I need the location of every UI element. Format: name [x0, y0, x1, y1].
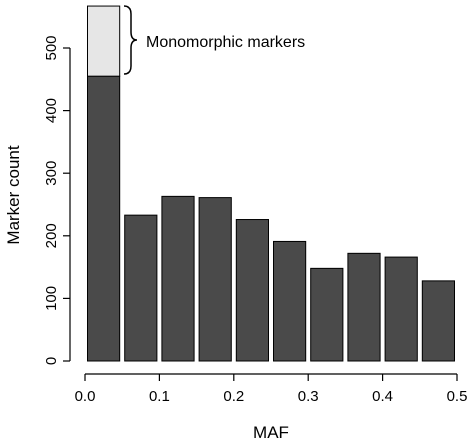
y-tick-label: 300 — [43, 161, 60, 186]
y-tick-label: 500 — [43, 35, 60, 60]
x-tick-label: 0.0 — [75, 388, 96, 405]
bars-group — [87, 5, 455, 362]
x-tick-label: 0.4 — [372, 388, 393, 405]
x-tick-label: 0.2 — [223, 388, 244, 405]
x-tick-label: 0.5 — [447, 388, 468, 405]
annotation-brace — [123, 5, 138, 75]
bar-1 — [87, 75, 121, 362]
bar-2 — [124, 214, 158, 362]
bar-10 — [421, 280, 455, 362]
y-axis-title: Marker count — [4, 145, 23, 244]
bar-7 — [310, 267, 344, 362]
y-tick-label: 400 — [43, 98, 60, 123]
bar-3 — [161, 195, 195, 362]
y-tick-label: 100 — [43, 286, 60, 311]
bar-8 — [347, 252, 381, 362]
y-tick-label: 0 — [43, 357, 60, 365]
x-axis: 0.0 0.1 0.2 0.3 0.4 0.5 — [75, 373, 468, 405]
bar-9 — [384, 256, 418, 362]
bar-5 — [235, 219, 270, 362]
x-tick-label: 0.1 — [149, 388, 170, 405]
x-tick-label: 0.3 — [298, 388, 319, 405]
x-axis-title: MAF — [253, 423, 289, 442]
annotation-label: Monomorphic markers — [146, 34, 305, 51]
bar-6 — [273, 240, 307, 362]
y-tick-label: 200 — [43, 223, 60, 248]
bar-monomorphic-segment — [87, 5, 121, 77]
bar-4 — [198, 197, 232, 362]
y-axis: 0 100 200 300 400 500 — [43, 35, 71, 365]
